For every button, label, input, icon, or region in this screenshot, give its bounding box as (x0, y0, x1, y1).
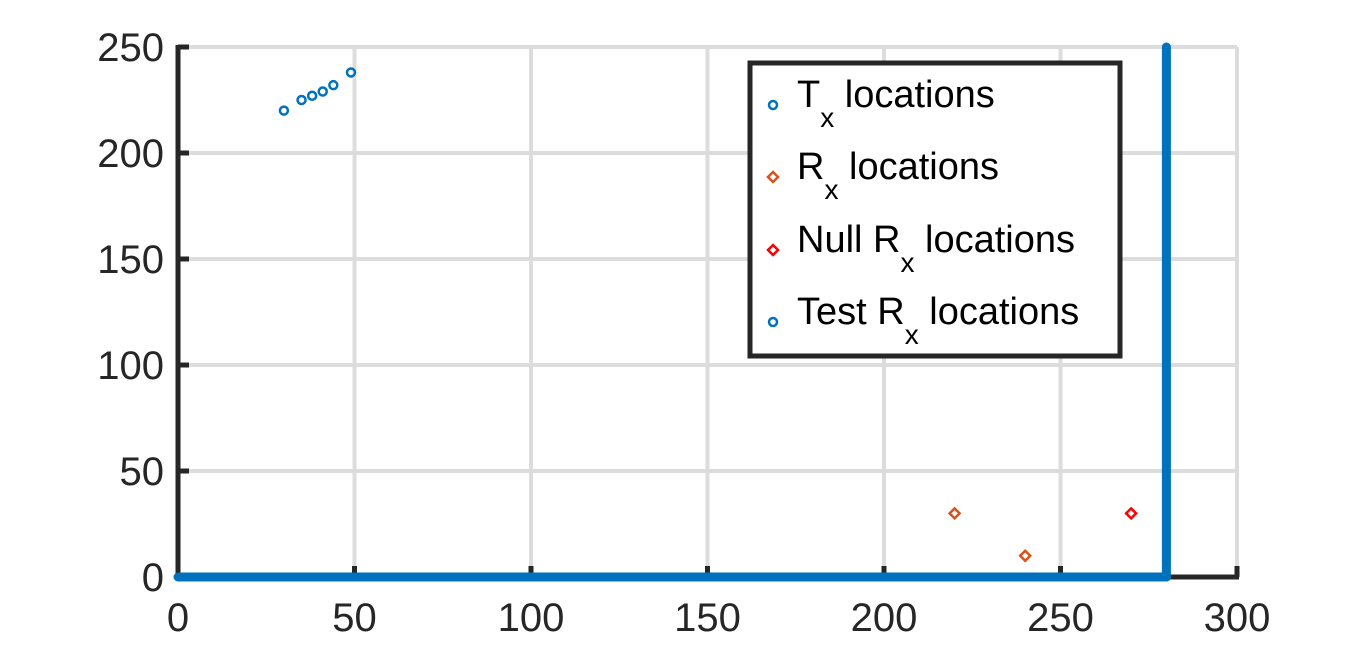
data-marks (173, 42, 1171, 582)
data-point (317, 86, 328, 97)
legend-label: Tx locations (797, 74, 995, 133)
legend-label: Test Rx locations (797, 291, 1079, 350)
data-point (296, 94, 307, 106)
y-tick-label: 100 (97, 344, 164, 388)
legend: Tx locations Rx locations Null Rx location… (747, 60, 1123, 359)
x-tick-label: 300 (1204, 596, 1271, 640)
data-point (1124, 506, 1138, 521)
x-tick-label: 250 (1027, 596, 1094, 640)
x-tick-label: 200 (851, 596, 918, 640)
y-tick-label: 50 (120, 450, 165, 494)
legend-label: Null Rx locations (797, 219, 1075, 278)
y-tick-label: 200 (97, 132, 164, 176)
tick-labels: 0 50 100 150 200 250 300 0 50 100 150 200 250 (97, 26, 1270, 640)
data-point (1018, 549, 1032, 563)
x-tick-label: 100 (498, 596, 565, 640)
x-tick-label: 0 (167, 596, 189, 640)
series-3 (173, 42, 1171, 582)
x-tick-label: 50 (332, 596, 377, 640)
legend-marker (766, 243, 780, 257)
data-point (345, 67, 357, 78)
y-tick-label: 0 (142, 556, 164, 600)
data-point (328, 79, 339, 91)
legend-marker (767, 99, 779, 111)
series-1 (947, 506, 1032, 563)
legend-marker (766, 170, 780, 184)
y-tick-label: 250 (97, 26, 164, 70)
legend-label: Rx locations (797, 146, 999, 205)
series-2 (1124, 506, 1138, 521)
legend-box (747, 60, 1123, 359)
data-point (278, 105, 290, 116)
legend-marker (767, 316, 779, 328)
data-point (947, 506, 962, 521)
y-tick-label: 150 (97, 238, 164, 282)
data-point (306, 90, 318, 102)
x-tick-label: 150 (674, 596, 741, 640)
series-0 (278, 67, 357, 116)
